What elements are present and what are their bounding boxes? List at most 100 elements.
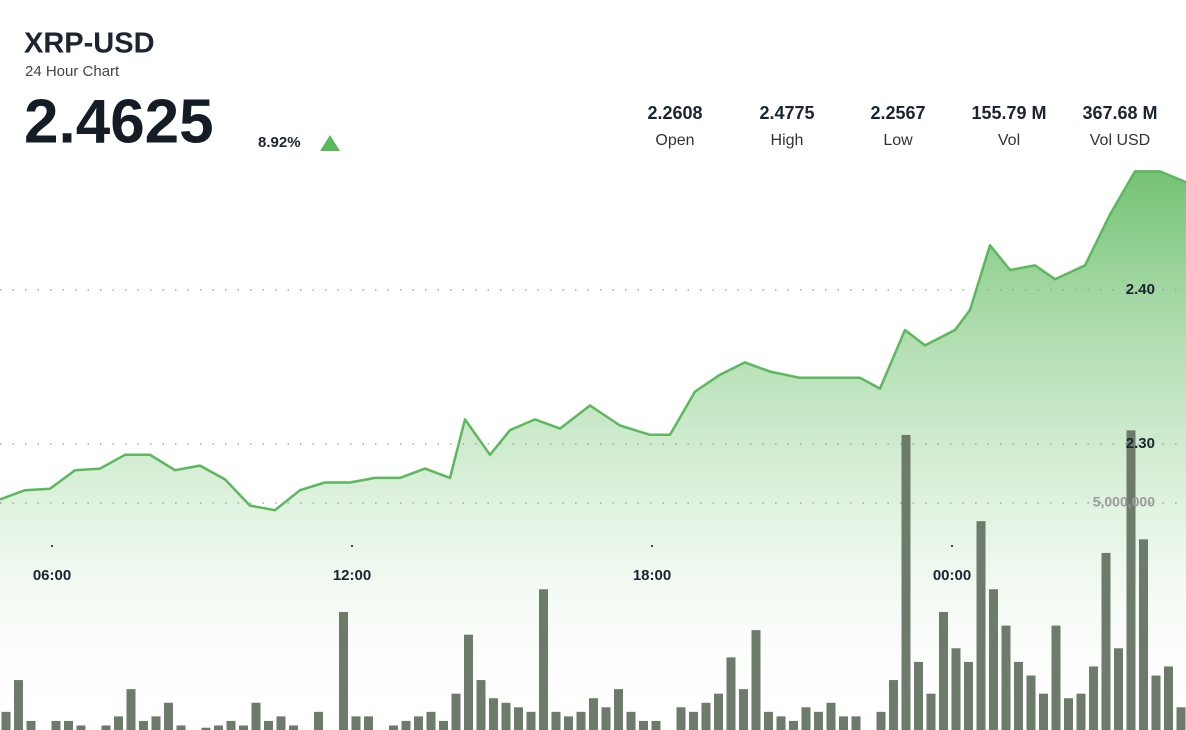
volume-bar xyxy=(389,725,398,730)
stat-value: 2.2567 xyxy=(870,103,925,123)
volume-bar xyxy=(64,720,73,730)
volume-bar xyxy=(889,680,898,730)
volume-bar xyxy=(264,720,273,730)
volume-bar xyxy=(539,589,548,730)
volume-bar xyxy=(876,711,886,730)
volume-bar xyxy=(439,720,448,730)
volume-bar xyxy=(1101,552,1111,730)
label-layer: 2.2608 Open 2.4775 High 2.2567 Low 155.79 M Vol… xyxy=(33,103,1158,584)
volume-bar xyxy=(1076,693,1086,730)
volume-bar xyxy=(1026,675,1036,730)
volume-bar xyxy=(501,702,511,730)
volume-bar xyxy=(114,716,123,730)
volume-bar xyxy=(801,707,811,730)
volume-bar xyxy=(1001,625,1011,730)
volume-bar xyxy=(239,725,248,730)
volume-bar xyxy=(1126,430,1136,730)
volume-bar xyxy=(751,630,761,730)
volume-bar xyxy=(814,711,823,730)
volume-bar xyxy=(776,716,786,730)
volume-bar xyxy=(576,711,586,730)
y-tick-label: 2.40 xyxy=(1126,281,1155,298)
volume-bar xyxy=(426,711,436,730)
volume-bar xyxy=(689,711,698,730)
stat-value: 2.4775 xyxy=(759,103,814,123)
volume-bar xyxy=(701,702,711,730)
volume-bar xyxy=(451,693,461,730)
volume-bar xyxy=(1176,707,1186,730)
line-layer xyxy=(0,170,1186,512)
volume-bar xyxy=(851,716,861,730)
volume-bar xyxy=(251,702,261,730)
volume-bar xyxy=(1151,675,1161,730)
volume-bar xyxy=(964,661,973,730)
volume-bar xyxy=(839,716,848,730)
volume-bar xyxy=(614,689,623,730)
volume-bar xyxy=(514,707,523,730)
chart-subtitle: 24 Hour Chart xyxy=(25,63,120,80)
up-arrow xyxy=(320,135,340,151)
volume-bar xyxy=(289,725,298,730)
volume-bar xyxy=(1,711,11,730)
volume-bar xyxy=(414,716,423,730)
volume-bar xyxy=(476,680,486,730)
volume-bar xyxy=(564,716,573,730)
volume-bar xyxy=(364,716,373,730)
volume-bar xyxy=(1139,539,1148,730)
volume-bar xyxy=(1014,661,1023,730)
volume-bar xyxy=(464,634,473,730)
volume-bar xyxy=(351,716,361,730)
volume-bar xyxy=(1089,666,1098,730)
volume-bar xyxy=(789,720,798,730)
volume-bar xyxy=(826,702,836,730)
volume-bar xyxy=(339,611,348,730)
volume-bar xyxy=(914,661,923,730)
stat-label: Vol xyxy=(998,132,1020,149)
volume-bar xyxy=(176,725,186,730)
volume-bar xyxy=(726,657,736,730)
y2-tick-label: 5,000,000 xyxy=(1093,494,1155,510)
volume-bar xyxy=(901,434,911,730)
volume-bar xyxy=(589,698,598,730)
volume-bar xyxy=(1064,698,1073,730)
volume-bar xyxy=(739,689,748,730)
volume-bar xyxy=(626,711,636,730)
volume-bar xyxy=(489,698,498,730)
volume-bar xyxy=(676,707,686,730)
volume-layer xyxy=(1,430,1186,730)
volume-bar xyxy=(14,680,23,730)
volume-bar xyxy=(939,611,948,730)
volume-bar xyxy=(764,711,773,730)
volume-bar xyxy=(926,693,936,730)
x-tick-label: 18:00 xyxy=(633,567,671,584)
volume-bar xyxy=(164,702,173,730)
volume-bar xyxy=(551,711,561,730)
y-tick-label: 2.30 xyxy=(1126,435,1155,452)
stat-label: Vol USD xyxy=(1090,132,1150,149)
volume-bar xyxy=(1114,648,1123,730)
volume-bar xyxy=(139,720,148,730)
volume-bar xyxy=(1051,625,1061,730)
volume-bar xyxy=(401,720,411,730)
stat-value: 367.68 M xyxy=(1082,103,1157,123)
price-line xyxy=(0,170,1186,512)
volume-bar xyxy=(76,725,86,730)
volume-bar xyxy=(601,707,611,730)
grid-layer xyxy=(0,289,1186,547)
x-tick-label: 00:00 xyxy=(933,567,971,584)
area-layer xyxy=(0,171,1186,730)
stat-value: 2.2608 xyxy=(647,103,702,123)
volume-bar xyxy=(526,711,536,730)
volume-bar xyxy=(51,720,61,730)
volume-bar xyxy=(226,720,236,730)
x-tick-label: 12:00 xyxy=(333,567,371,584)
volume-bar xyxy=(951,648,961,730)
volume-bar xyxy=(1039,693,1048,730)
stat-value: 155.79 M xyxy=(971,103,1046,123)
volume-bar xyxy=(214,725,223,730)
volume-bar xyxy=(26,720,36,730)
volume-bar xyxy=(201,727,211,730)
volume-bar xyxy=(126,689,136,730)
